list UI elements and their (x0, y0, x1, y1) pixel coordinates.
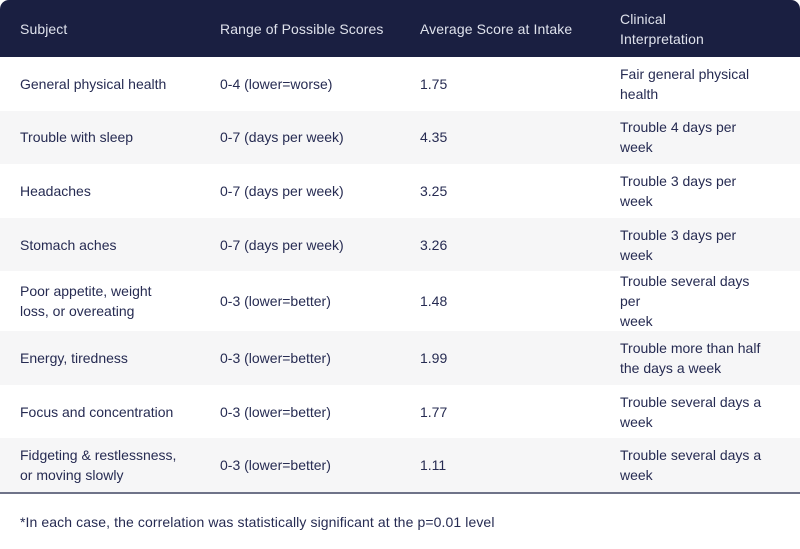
cell-range: 0-3 (lower=better) (220, 457, 331, 474)
cell-range: 0-3 (lower=better) (220, 403, 331, 420)
cell-subject: Focus and concentration (20, 403, 174, 420)
table-row: Fidgeting & restlessness, or moving slow… (0, 438, 800, 493)
cell-range: 0-3 (lower=better) (220, 350, 331, 367)
table-row: Focus and concentration 0-3 (lower=bette… (0, 384, 800, 439)
cell-subject: Headaches (20, 182, 91, 199)
table-row: Trouble with sleep 0-7 (days per week) 4… (0, 110, 800, 165)
cell-average-score: 3.25 (420, 182, 448, 199)
table-row: Stomach aches 0-7 (days per week) 3.26 T… (0, 217, 800, 272)
cell-range: 0-7 (days per week) (220, 236, 344, 253)
cell-average-score: 4.35 (420, 129, 448, 146)
header-cell-clinical-interpretation: Clinical Interpretation (620, 10, 704, 47)
cell-clinical-interpretation: Trouble several days a week (620, 447, 762, 484)
cell-range: 0-7 (days per week) (220, 129, 344, 146)
table-row: Energy, tiredness 0-3 (lower=better) 1.9… (0, 331, 800, 385)
cell-clinical-interpretation: Trouble several days per week (620, 273, 750, 330)
cell-average-score: 3.26 (420, 236, 448, 253)
cell-subject: Fidgeting & restlessness, or moving slow… (20, 447, 177, 484)
cell-average-score: 1.77 (420, 403, 448, 420)
table-row: General physical health 0-4 (lower=worse… (0, 57, 800, 111)
cell-average-score: 1.75 (420, 75, 448, 92)
cell-subject: Energy, tiredness (20, 350, 128, 367)
table-row: Headaches 0-7 (days per week) 3.25 Troub… (0, 164, 800, 218)
cell-subject: Trouble with sleep (20, 129, 134, 146)
cell-average-score: 1.11 (420, 457, 447, 474)
cell-subject: General physical health (20, 75, 167, 92)
cell-clinical-interpretation: Trouble several days a week (620, 393, 762, 430)
cell-clinical-interpretation: Fair general physical health (620, 65, 750, 102)
cell-clinical-interpretation: Trouble more than half the days a week (620, 340, 761, 377)
header-cell-subject: Subject (20, 20, 68, 37)
cell-range: 0-3 (lower=better) (220, 293, 331, 310)
table-header: Subject Range of Possible Scores Average… (0, 0, 800, 57)
cell-average-score: 1.99 (420, 350, 448, 367)
cell-clinical-interpretation: Trouble 3 days per week (620, 226, 737, 263)
cell-average-score: 1.48 (420, 293, 448, 310)
table-body: General physical health 0-4 (lower=worse… (0, 57, 800, 493)
table-row: Poor appetite, weight loss, or overeatin… (0, 271, 800, 332)
cell-clinical-interpretation: Trouble 4 days per week (620, 119, 737, 156)
cell-clinical-interpretation: Trouble 3 days per week (620, 172, 737, 209)
table-footer: *In each case, the correlation was stati… (0, 492, 800, 549)
header-cell-range: Range of Possible Scores (220, 20, 384, 37)
cell-subject: Poor appetite, weight loss, or overeatin… (20, 283, 152, 320)
cell-range: 0-4 (lower=worse) (220, 75, 333, 92)
significance-footnote: *In each case, the correlation was stati… (20, 513, 495, 530)
header-cell-average-score: Average Score at Intake (420, 20, 573, 37)
cell-range: 0-7 (days per week) (220, 182, 344, 199)
cell-subject: Stomach aches (20, 236, 117, 253)
